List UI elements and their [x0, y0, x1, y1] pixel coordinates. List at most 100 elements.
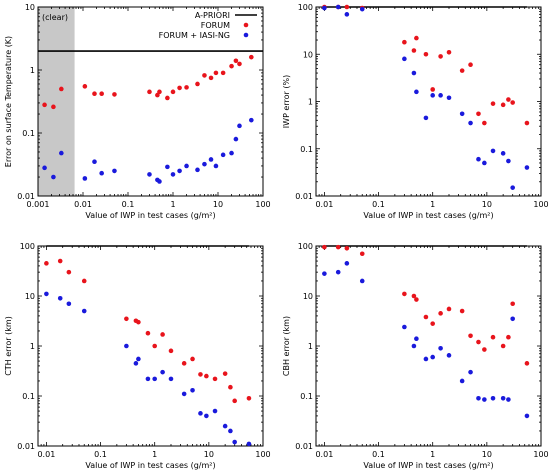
forum-iasi-point [446, 353, 452, 358]
forum-point [66, 269, 72, 275]
forum-iasi-point [59, 150, 64, 156]
forum-point [490, 334, 496, 340]
forum-iasi-point [490, 395, 496, 401]
x-tick-label: 100 [255, 450, 270, 459]
forum-iasi-point [220, 152, 226, 158]
chart-panel-3: 0.01 0.1 1 10 100 0.01 0.1 1 10 100 Value of IWP i… [4, 242, 271, 470]
forum-iasi-point [145, 376, 151, 382]
forum-point [459, 68, 465, 73]
forum-iasi-point [202, 161, 207, 167]
x-tick-label: 0.1 [372, 450, 385, 459]
forum-point [524, 120, 530, 126]
forum-iasi-point [459, 111, 465, 117]
clear-sky-label: (clear) [42, 13, 68, 22]
forum-iasi-point [124, 343, 129, 349]
legend-swatch-forum-iasi [243, 32, 249, 38]
forum-iasi-point [423, 115, 429, 121]
forum-iasi-point [168, 376, 174, 382]
forum-iasi-point [51, 174, 56, 180]
forum-iasi-point [160, 369, 165, 375]
y-tick-label: 0.1 [22, 392, 35, 401]
forum-point [44, 261, 49, 266]
forum-point [145, 330, 151, 336]
forum-iasi-point [510, 185, 515, 190]
forum-iasi-point [430, 93, 435, 98]
forum-iasi-point [476, 395, 481, 401]
forum-point [411, 48, 417, 53]
forum-iasi-point [482, 160, 487, 166]
forum-point [438, 311, 443, 316]
forum-point [112, 92, 117, 97]
x-tick-label: 10 [213, 200, 223, 209]
x-tick-label: 0.1 [94, 450, 107, 459]
forum-iasi-point [181, 391, 187, 397]
forum-point [482, 120, 487, 126]
forum-iasi-point [249, 117, 254, 123]
forum-point [500, 343, 506, 349]
forum-iasi-point [359, 6, 365, 12]
forum-point [204, 373, 209, 379]
forum-point [249, 54, 254, 60]
plot-frame [37, 6, 264, 197]
forum-iasi-point [322, 271, 327, 276]
forum-iasi-point [414, 336, 419, 341]
forum-iasi-point [524, 165, 530, 170]
y-tick-label: 10 [25, 292, 35, 301]
forum-point [411, 293, 417, 299]
forum-point [524, 361, 530, 366]
forum-iasi-point [212, 408, 218, 414]
forum-iasi-point [99, 170, 104, 176]
forum-point [430, 87, 435, 92]
x-axis-label: Value of IWP in test cases (g/m²) [85, 461, 215, 470]
y-axis-label: IWP error (%) [282, 75, 291, 128]
forum-point [92, 91, 97, 97]
forum-iasi-point [344, 261, 350, 266]
forum-point [136, 319, 141, 325]
forum-iasi-point [198, 411, 203, 416]
forum-iasi-point [57, 295, 63, 301]
forum-iasi-point [204, 413, 209, 419]
forum-iasi-point [66, 301, 72, 307]
x-tick-label: 1 [430, 450, 435, 459]
forum-iasi-point [506, 397, 511, 402]
forum-point [506, 334, 511, 340]
forum-point [482, 347, 487, 352]
x-tick-label: 100 [533, 200, 548, 209]
forum-point [152, 343, 157, 349]
x-tick-label: 0.01 [37, 450, 55, 459]
legend-swatch-forum [243, 22, 249, 28]
y-tick-label: 1 [308, 342, 313, 351]
forum-point [322, 244, 327, 250]
x-tick-label: 10 [482, 450, 492, 459]
y-axis-label: Error on surface Temperature (K) [4, 36, 13, 167]
forum-iasi-point [147, 172, 152, 177]
forum-iasi-point [165, 164, 170, 170]
forum-point [165, 95, 170, 101]
forum-iasi-point [402, 324, 407, 330]
forum-iasi-point [184, 163, 189, 169]
y-tick-label: 0.01 [295, 192, 313, 201]
forum-point [446, 306, 452, 312]
forum-point [195, 81, 200, 87]
forum-iasi-point [430, 354, 435, 360]
forum-iasi-point [195, 167, 200, 173]
forum-iasi-point [237, 123, 242, 129]
forum-iasi-point [500, 395, 506, 401]
x-tick-label: 1 [152, 450, 157, 459]
forum-point [510, 301, 515, 307]
forum-point [423, 314, 429, 320]
forum-point [51, 104, 56, 110]
y-tick-label: 0.1 [300, 392, 313, 401]
forum-point [232, 398, 237, 404]
forum-point [344, 4, 350, 10]
forum-point [335, 244, 341, 250]
legend-label: A-PRIORI [195, 11, 230, 20]
forum-point [190, 356, 195, 362]
forum-point [177, 85, 182, 91]
forum-point [402, 39, 407, 45]
x-tick-label: 0.01 [74, 200, 92, 209]
legend-label: FORUM [201, 21, 230, 30]
chart-panel-4: 0.01 0.1 1 10 100 0.01 0.1 1 10 100 Value of IWP i… [282, 242, 549, 470]
x-axis-label: Value of IWP in test cases (g/m²) [363, 461, 493, 470]
forum-point [468, 62, 473, 68]
